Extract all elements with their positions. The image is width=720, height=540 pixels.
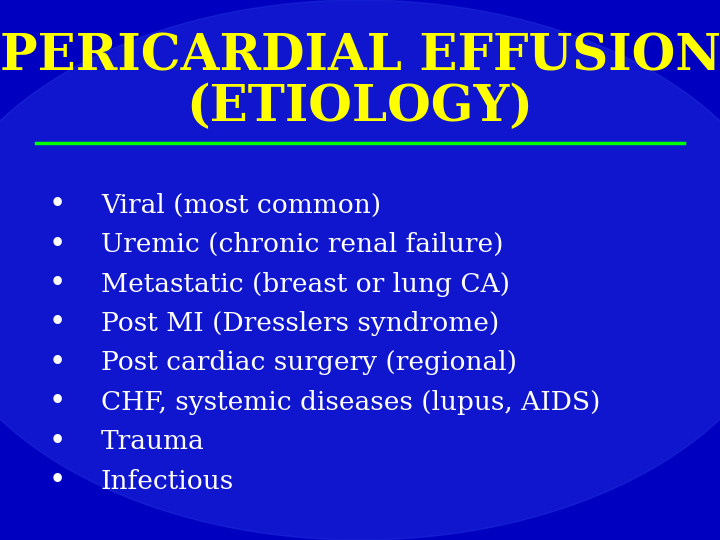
Text: •: •: [49, 191, 66, 219]
Text: •: •: [49, 388, 66, 416]
Text: •: •: [49, 467, 66, 495]
Text: Uremic (chronic renal failure): Uremic (chronic renal failure): [101, 232, 503, 257]
Text: PERICARDIAL EFFUSION: PERICARDIAL EFFUSION: [0, 32, 720, 81]
Text: Post cardiac surgery (regional): Post cardiac surgery (regional): [101, 350, 517, 375]
Text: (ETIOLOGY): (ETIOLOGY): [186, 84, 534, 132]
Text: Metastatic (breast or lung CA): Metastatic (breast or lung CA): [101, 272, 510, 296]
Text: •: •: [49, 270, 66, 298]
Text: CHF, systemic diseases (lupus, AIDS): CHF, systemic diseases (lupus, AIDS): [101, 390, 600, 415]
Text: Infectious: Infectious: [101, 469, 234, 494]
Text: Trauma: Trauma: [101, 429, 204, 454]
Text: •: •: [49, 349, 66, 377]
Text: •: •: [49, 428, 66, 456]
Text: •: •: [49, 309, 66, 338]
Text: •: •: [49, 231, 66, 259]
Text: Post MI (Dresslers syndrome): Post MI (Dresslers syndrome): [101, 311, 499, 336]
Text: Viral (most common): Viral (most common): [101, 193, 381, 218]
